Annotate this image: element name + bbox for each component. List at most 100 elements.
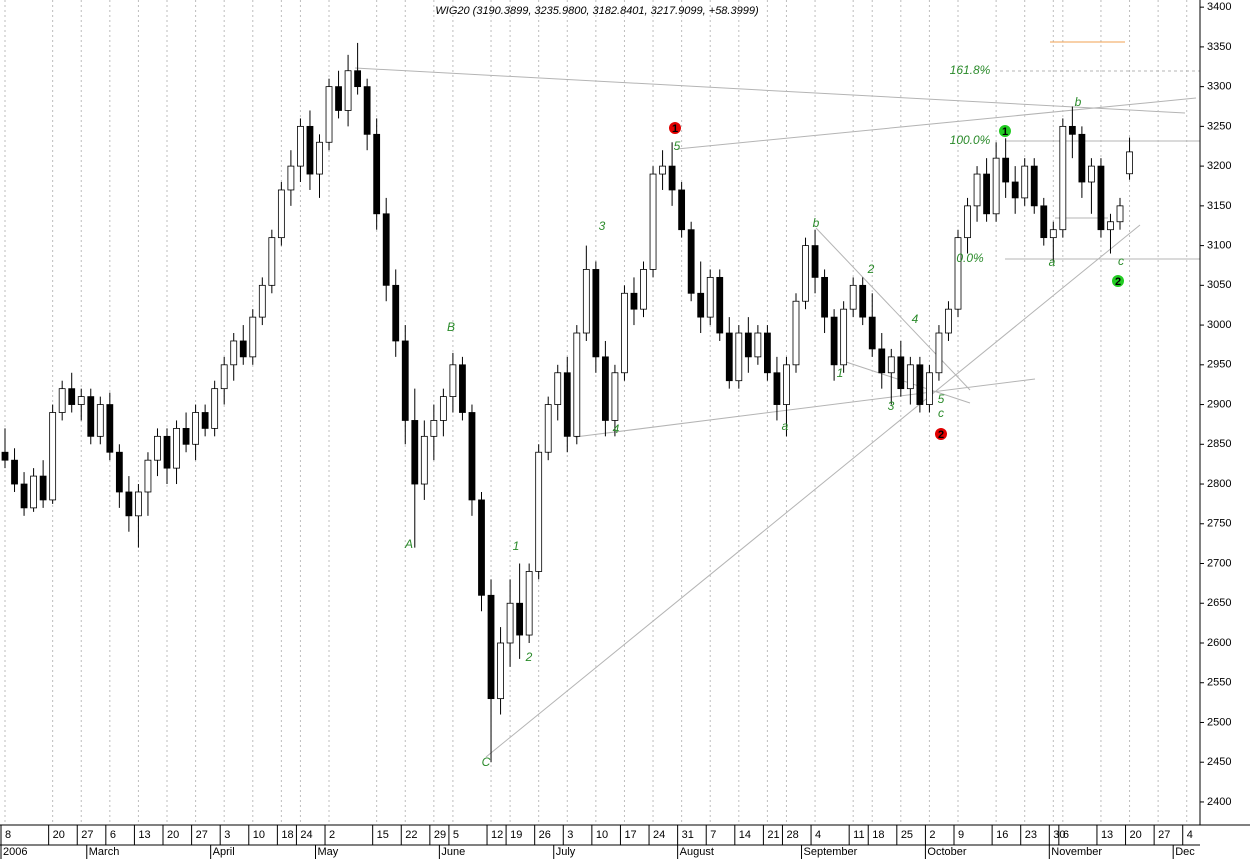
candle-body [106,404,114,453]
candle-body [39,475,47,501]
month-label: July [556,846,576,858]
candle-body [1030,165,1038,207]
x-tick-label: 3 [224,829,230,841]
candle-body [640,269,647,310]
candle-body [96,404,104,437]
candle-body [601,356,609,421]
candle-body [154,435,161,461]
y-tick-label: 2750 [1207,518,1231,530]
x-tick-label: 16 [996,829,1008,841]
candle-body [563,372,571,437]
x-tick-label: 20 [53,829,65,841]
candle-body [659,165,666,175]
candle-body [525,571,533,636]
wave-label: B [447,320,455,334]
y-tick-label: 2600 [1207,637,1231,649]
candle-body [926,372,933,405]
candle-body [1078,133,1086,183]
candle-body [983,173,990,215]
x-tick-label: 27 [1158,829,1170,841]
candle-body [335,86,342,111]
candle-body [220,364,228,390]
y-tick-label: 3000 [1207,319,1231,331]
wave-label: 100.0% [950,133,991,147]
candle-body [49,412,57,501]
wave-label: C [482,755,491,769]
y-tick-label: 2800 [1207,478,1231,490]
candle-body [11,459,18,485]
wave-label: c [938,406,944,420]
x-tick-label: 24 [300,829,312,841]
candle-body [973,173,981,207]
wave-label: b [1075,95,1082,109]
candle-body [239,340,247,358]
trend-line [815,227,971,391]
marker-label: 2 [1115,276,1121,288]
candle-body [277,189,285,239]
candle-body [363,86,371,135]
marker-label: 1 [1002,126,1008,138]
candle-body [258,284,266,318]
candle-body [1116,205,1124,223]
candle-body [621,292,628,374]
wave-label: 3 [599,219,606,233]
candle-body [964,205,971,239]
x-tick-label: 31 [682,829,694,841]
candle-body [744,332,752,358]
x-tick-label: 26 [539,829,551,841]
y-tick-label: 2400 [1207,796,1231,808]
trend-line [485,224,1141,758]
candle-body [735,332,743,382]
x-tick-label: 18 [872,829,884,841]
x-tick-label: 9 [958,829,964,841]
candle-body [573,332,581,437]
x-tick-label: 17 [624,829,636,841]
candle-body [382,213,390,286]
y-tick-label: 2850 [1207,438,1231,450]
candle-body [287,165,295,191]
candle-body [954,237,962,310]
candle-body [430,420,438,437]
candle-body [1059,125,1067,231]
y-tick-label: 2650 [1207,597,1231,609]
month-label: June [441,846,465,858]
x-tick-label: 20 [167,829,179,841]
candle-body [1126,151,1133,175]
wave-label: 1 [837,366,844,380]
candle-body [201,412,209,429]
candle-body [725,332,733,382]
wave-label: 161.8% [950,63,991,77]
month-label: 2006 [3,846,27,858]
candle-body [439,396,447,421]
trend-line [839,359,971,404]
y-tick-label: 2550 [1207,677,1231,689]
x-tick-label: 28 [786,829,798,841]
candle-body [144,459,152,493]
candle-body [344,70,352,111]
candle-body [401,340,409,421]
candle-body [897,356,905,390]
x-tick-label: 30 [1053,829,1065,841]
candle-body [678,189,686,231]
marker-circle [935,428,947,440]
wave-label: 3 [888,399,895,413]
y-tick-label: 3300 [1207,81,1231,93]
y-tick-label: 2450 [1207,756,1231,768]
candle-body [1,451,9,461]
y-tick-label: 3400 [1207,1,1231,13]
wave-label: 5 [938,392,945,406]
x-tick-label: 19 [510,829,522,841]
x-tick-label: 6 [1063,829,1069,841]
month-label: September [804,846,858,858]
y-tick-label: 2950 [1207,359,1231,371]
x-tick-label: 14 [739,829,751,841]
candle-body [497,642,504,700]
x-tick-label: 4 [1187,829,1193,841]
wave-label: 4 [613,422,620,436]
candle-body [182,427,190,445]
marker-circle [669,122,681,134]
candles [1,42,1133,763]
candle-body [468,412,476,501]
